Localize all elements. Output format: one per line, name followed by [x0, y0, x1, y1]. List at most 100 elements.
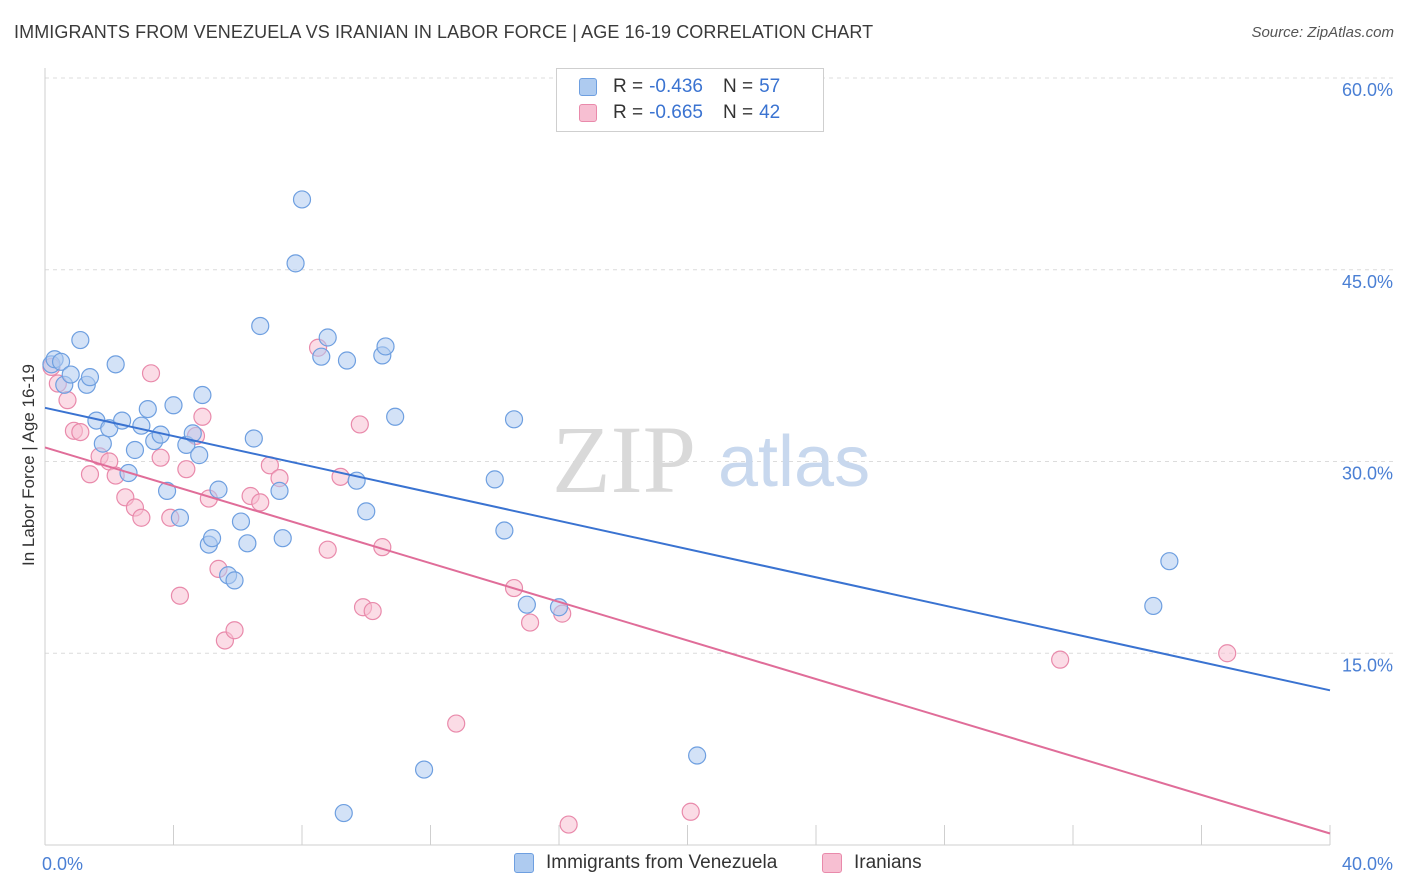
legend-swatch-blue — [514, 853, 534, 873]
data-point-iranians — [58, 391, 77, 410]
data-point-venezuela — [357, 502, 376, 521]
data-point-iranians — [1218, 644, 1237, 663]
data-point-venezuela — [202, 529, 222, 548]
y-tick-label: 15.0% — [1342, 655, 1393, 675]
x-tick-label: 0.0% — [42, 854, 83, 874]
data-point-venezuela — [337, 351, 357, 370]
data-point-iranians — [559, 815, 578, 834]
data-point-venezuela — [106, 355, 125, 374]
data-point-venezuela — [270, 481, 289, 501]
data-point-venezuela — [376, 337, 395, 356]
data-point-venezuela — [157, 481, 177, 501]
trend-line-iranians — [44, 446, 1331, 835]
data-point-iranians — [80, 465, 100, 484]
legend-label-iranians: Iranians — [854, 852, 922, 873]
data-point-iranians — [681, 802, 700, 821]
legend-item-venezuela: Immigrants from Venezuela — [514, 852, 777, 874]
watermark-zip: ZIP — [552, 406, 696, 513]
data-point-venezuela — [312, 347, 331, 366]
data-point-venezuela — [51, 352, 71, 371]
data-point-venezuela — [334, 803, 353, 823]
data-point-venezuela — [238, 534, 257, 553]
data-point-iranians — [363, 601, 382, 621]
data-point-venezuela — [286, 254, 305, 273]
data-point-venezuela — [292, 190, 312, 209]
data-point-iranians — [71, 422, 90, 442]
data-point-venezuela — [61, 365, 80, 384]
data-point-venezuela — [93, 434, 112, 453]
source-label: Source: ZipAtlas.com — [1251, 24, 1394, 41]
legend-n-label: N = — [722, 102, 754, 123]
data-point-venezuela — [170, 508, 190, 527]
data-point-iranians — [151, 448, 170, 467]
tick-labels: 15.0% 30.0% 45.0% 60.0% 0.0% 40.0% — [42, 80, 1393, 874]
data-point-venezuela — [495, 521, 514, 540]
data-point-iranians — [350, 415, 369, 434]
y-axis-label: In Labor Force | Age 16-19 — [19, 364, 38, 566]
data-point-venezuela — [517, 595, 536, 614]
series-venezuela-points — [42, 190, 1179, 823]
y-tick-label: 30.0% — [1342, 464, 1393, 484]
legend-row-iranians: R = -0.665 N = 42 — [579, 101, 780, 125]
grid-lines — [45, 77, 1395, 654]
data-point-venezuela — [164, 396, 183, 415]
legend-swatch-blue — [579, 78, 597, 96]
legend-r-value: -0.436 — [649, 76, 703, 97]
data-point-venezuela — [231, 512, 251, 531]
data-point-venezuela — [504, 410, 524, 429]
data-point-venezuela — [318, 328, 337, 347]
data-point-venezuela — [244, 429, 263, 448]
data-point-venezuela — [138, 399, 157, 419]
legend-r-value: -0.665 — [649, 102, 703, 123]
data-point-venezuela — [273, 529, 292, 548]
data-point-iranians — [170, 586, 190, 605]
legend-swatch-pink — [579, 104, 597, 122]
y-tick-label: 60.0% — [1342, 80, 1393, 100]
trend-lines — [44, 406, 1331, 835]
legend-row-venezuela: R = -0.436 N = 57 — [579, 75, 780, 99]
data-point-venezuela — [485, 470, 504, 489]
data-point-iranians — [193, 407, 212, 426]
data-point-iranians — [251, 493, 270, 512]
data-point-venezuela — [251, 316, 270, 336]
data-point-iranians — [1051, 650, 1070, 669]
y-tick-label: 45.0% — [1342, 272, 1393, 292]
legend-label-venezuela: Immigrants from Venezuela — [546, 852, 778, 873]
data-point-iranians — [318, 540, 337, 559]
data-point-venezuela — [688, 746, 707, 765]
axes — [44, 68, 1331, 846]
data-point-venezuela — [190, 446, 209, 465]
series-legend: Immigrants from Venezuela Iranians — [0, 852, 1406, 878]
legend-item-iranians: Iranians — [822, 852, 922, 874]
data-point-venezuela — [71, 330, 90, 350]
stats-legend: R = -0.436 N = 57 R = -0.665 N = 42 — [556, 68, 824, 132]
data-point-venezuela — [225, 571, 244, 590]
watermark-atlas: atlas — [718, 422, 870, 502]
legend-r-label: R = — [613, 102, 644, 123]
data-point-venezuela — [125, 440, 145, 460]
x-tick-label: 40.0% — [1342, 854, 1393, 874]
data-point-iranians — [132, 508, 151, 527]
chart-title: IMMIGRANTS FROM VENEZUELA VS IRANIAN IN … — [14, 22, 874, 42]
legend-r-label: R = — [613, 76, 644, 97]
data-point-venezuela — [183, 424, 202, 443]
data-point-venezuela — [209, 480, 228, 499]
watermark: ZIP atlas — [552, 406, 870, 513]
legend-n-label: N = — [722, 76, 754, 97]
data-point-venezuela — [80, 368, 100, 387]
data-point-venezuela — [132, 416, 151, 435]
legend-swatch-pink — [822, 853, 842, 873]
data-point-venezuela — [386, 407, 405, 426]
legend-n-value: 57 — [759, 76, 781, 97]
data-point-iranians — [225, 621, 244, 640]
data-point-venezuela — [414, 760, 434, 779]
data-point-iranians — [520, 613, 540, 632]
data-point-iranians — [447, 714, 466, 733]
legend-n-value: 42 — [759, 102, 781, 123]
data-point-venezuela — [193, 385, 212, 405]
data-point-venezuela — [1144, 596, 1163, 616]
data-point-iranians — [177, 460, 196, 479]
data-point-iranians — [141, 364, 161, 383]
data-point-venezuela — [1160, 552, 1179, 571]
